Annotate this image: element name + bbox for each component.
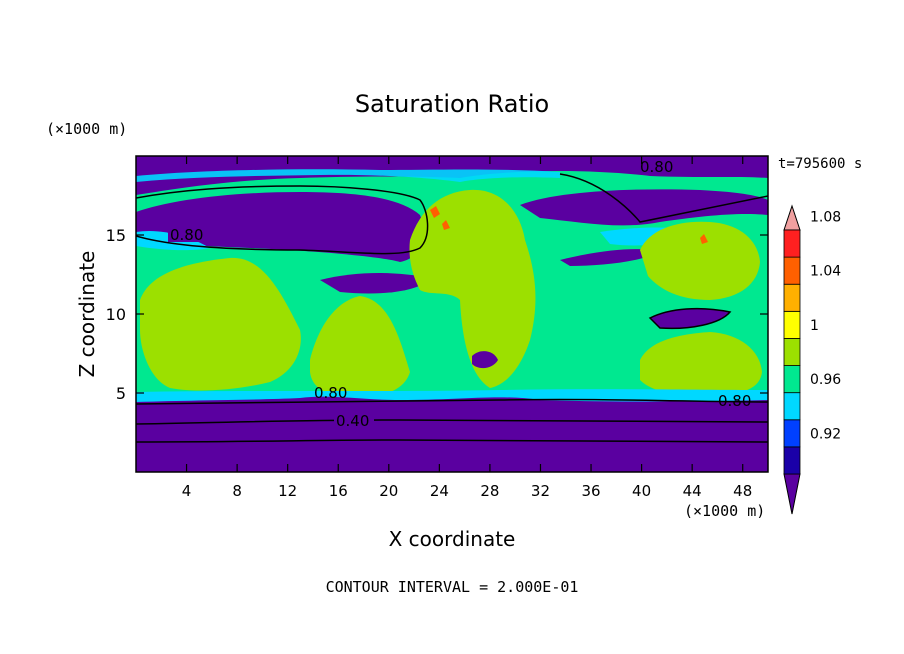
colorbar-min-arrow xyxy=(783,473,801,515)
colorbar-label: 1.08 xyxy=(810,209,841,225)
x-unit-label: (×1000 m) xyxy=(684,502,765,520)
y-tick-label: 10 xyxy=(106,305,126,324)
y-unit-label: (×1000 m) xyxy=(46,120,127,138)
x-tick-label: 24 xyxy=(430,482,449,500)
upper-cyan-band xyxy=(136,169,560,182)
colorbar-segment xyxy=(783,338,801,366)
x-tick-label: 16 xyxy=(329,482,348,500)
contour-label-bg xyxy=(638,158,678,174)
colorbar-segment xyxy=(783,446,801,475)
time-label: t=795600 s xyxy=(778,156,862,172)
x-axis: 4 8 12 16 20 24 28 32 36 40 44 48 xyxy=(182,156,752,500)
contour-label: 0.80 xyxy=(718,392,751,410)
dry-blob-right xyxy=(650,308,730,329)
colorbar: 0.92 0.96 1 1.04 1.08 xyxy=(783,204,841,515)
colorbar-segment xyxy=(783,283,801,312)
moist-region-right-upper xyxy=(640,221,760,300)
x-tick-label: 20 xyxy=(379,482,398,500)
chart-title: Saturation Ratio xyxy=(355,90,549,118)
x-tick-label: 28 xyxy=(480,482,499,500)
dry-region-right xyxy=(520,189,768,226)
colorbar-segment xyxy=(783,365,801,394)
colorbar-segment xyxy=(783,419,801,448)
contour-label: 0.80 xyxy=(640,158,673,176)
dry-streak-right xyxy=(560,249,660,266)
x-tick-label: 44 xyxy=(683,482,702,500)
y-tick-label: 5 xyxy=(116,384,126,403)
lower-cyan-edge xyxy=(136,389,768,402)
colorbar-max-arrow xyxy=(783,204,801,231)
contour-line xyxy=(559,173,768,223)
x-tick-label: 40 xyxy=(632,482,651,500)
contour-label-bg xyxy=(168,226,208,242)
contour-line xyxy=(136,419,768,425)
contour-label-bg xyxy=(334,412,374,428)
moist-region-right-lower xyxy=(640,332,762,396)
dry-region-left xyxy=(136,192,424,262)
x-tick-label: 12 xyxy=(278,482,297,500)
y-axis: 5 10 15 xyxy=(106,226,768,403)
colorbar-segment xyxy=(783,392,801,421)
dry-streak-mid xyxy=(320,273,430,294)
lower-dry-layer xyxy=(136,394,768,472)
contour-interval-footer: CONTOUR INTERVAL = 2.000E-01 xyxy=(326,578,579,596)
contour-label: 0.40 xyxy=(336,412,369,430)
colorbar-segment xyxy=(783,229,801,258)
contour-line xyxy=(648,307,732,330)
dry-blob-center xyxy=(472,351,498,369)
colorbar-label: 0.96 xyxy=(810,372,841,388)
y-tick-label: 15 xyxy=(106,226,126,245)
x-tick-label: 8 xyxy=(232,482,242,500)
contour-line xyxy=(136,185,429,255)
moist-region-center-low xyxy=(310,296,410,398)
moist-region-left xyxy=(140,257,301,391)
x-tick-label: 4 xyxy=(182,482,192,500)
moist-region-center xyxy=(409,189,536,388)
contour-label: 0.80 xyxy=(170,226,203,244)
colorbar-label: 0.92 xyxy=(810,426,841,442)
contour-lines xyxy=(136,173,768,443)
colorbar-label: 1 xyxy=(810,318,819,334)
contour-line xyxy=(136,398,768,405)
x-tick-label: 36 xyxy=(581,482,600,500)
x-tick-label: 48 xyxy=(733,482,752,500)
colorbar-segment xyxy=(783,256,801,285)
plot-area: 0.80 0.80 0.80 0.80 0.40 xyxy=(136,156,768,472)
contour-line xyxy=(136,439,768,443)
colorbar-segment xyxy=(783,310,801,339)
x-tick-label: 32 xyxy=(531,482,550,500)
contour-label: 0.80 xyxy=(314,384,347,402)
x-axis-title: X coordinate xyxy=(389,527,516,551)
colorbar-label: 1.04 xyxy=(810,264,841,280)
y-axis-title: Z coordinate xyxy=(75,251,99,378)
